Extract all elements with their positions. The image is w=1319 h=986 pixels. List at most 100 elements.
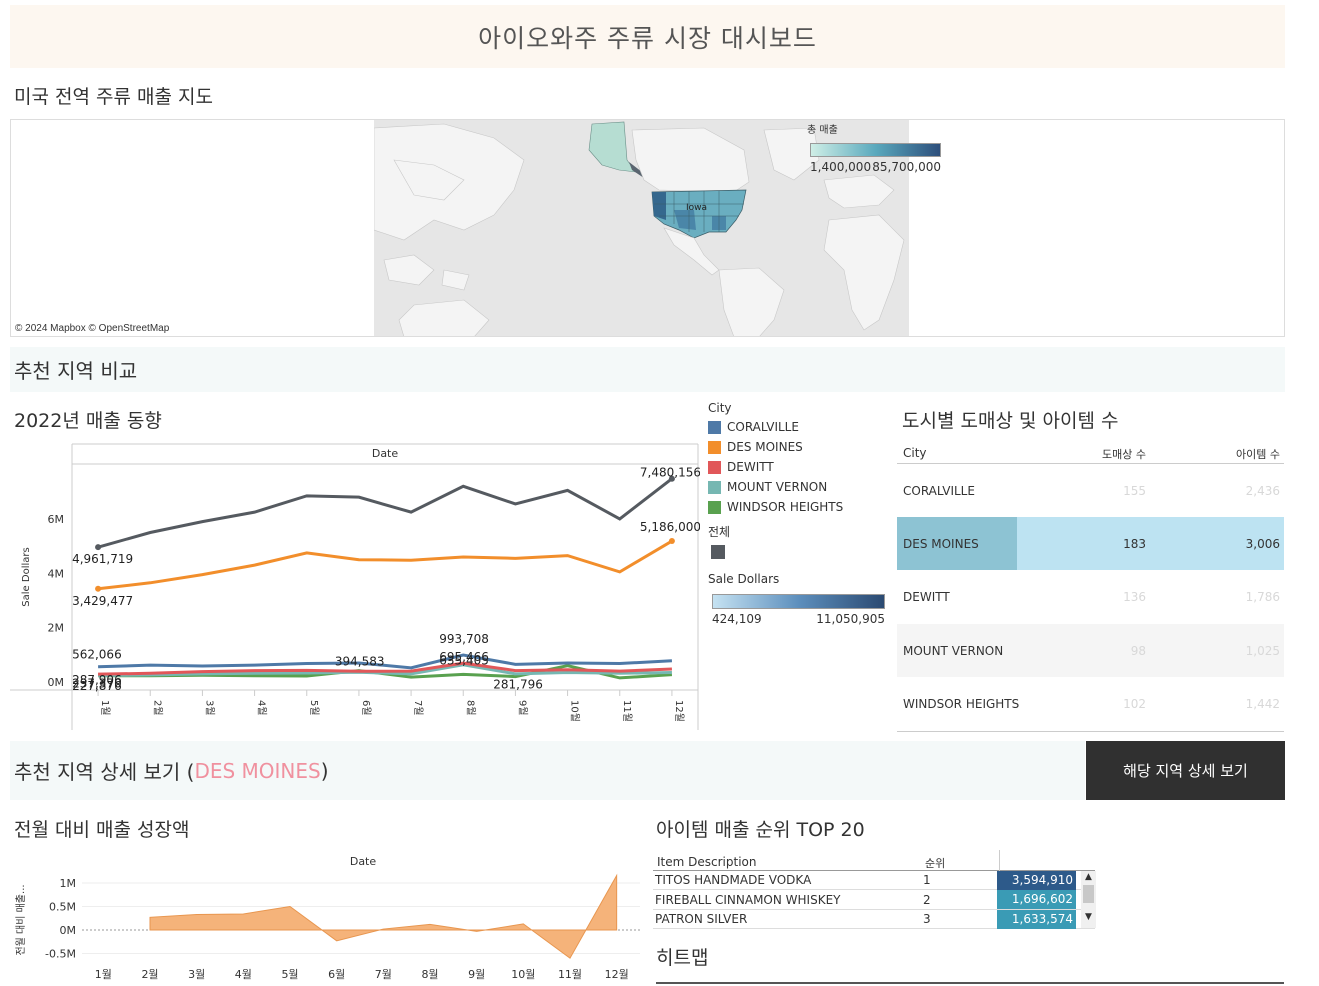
top20-item-cell: TITOS HANDMADE VODKA xyxy=(655,873,812,887)
legend-city-item[interactable]: WINDSOR HEIGHTS xyxy=(708,497,885,517)
trend-data-label: 227,876 xyxy=(72,679,122,693)
legend-city-label: MOUNT VERNON xyxy=(727,480,828,494)
dashboard-title: 아이오와주 주류 시장 대시보드 xyxy=(10,5,1285,68)
trend-data-label: 287,906 xyxy=(72,673,122,687)
top20-sales-cell: 3,594,910 xyxy=(997,870,1076,890)
city-table-row[interactable]: DEWITT 136 1,786 xyxy=(897,570,1284,624)
heatmap-top-border xyxy=(656,982,1284,984)
top20-row[interactable]: FIREBALL CINNAMON WHISKEY 2 1,696,602 xyxy=(653,890,1095,910)
growth-ytick: -0.5M xyxy=(45,948,76,961)
trend-endpoint[interactable] xyxy=(95,544,102,551)
trend-endpoint[interactable] xyxy=(668,475,675,482)
trend-data-label: 281,796 xyxy=(493,677,543,691)
wholesaler-count-cell: 136 xyxy=(1123,590,1146,605)
legend-sales-gradient xyxy=(712,594,885,609)
top20-row[interactable]: PATRON SILVER 3 1,633,574 xyxy=(653,909,1095,929)
city-table-header-city: City xyxy=(903,446,927,460)
item-count-cell: 2,436 xyxy=(1245,483,1280,498)
trend-xtick: 3월 xyxy=(203,700,215,716)
city-table-row[interactable]: MOUNT VERNON 98 1,025 xyxy=(897,624,1284,678)
legend-city-item[interactable]: CORALVILLE xyxy=(708,417,885,437)
city-table-row[interactable]: DES MOINES 183 3,006 xyxy=(897,517,1284,571)
trend-ylabel: Sale Dollars xyxy=(21,547,32,606)
growth-area-shape[interactable] xyxy=(149,873,618,959)
us-sales-map[interactable]: Iowa 총 매출 1,400,000 85,700,000 © 2024 Ma… xyxy=(10,119,1285,337)
legend-city-title: City xyxy=(708,401,732,415)
city-table[interactable]: City 도매상 수 아이템 수 CORALVILLE 155 2,436 DES M… xyxy=(897,440,1284,732)
legend-sales-title: Sale Dollars xyxy=(708,572,780,586)
city-name-cell: WINDSOR HEIGHTS xyxy=(903,697,1020,712)
scroll-thumb[interactable] xyxy=(1083,885,1094,903)
trend-ytick: 2M xyxy=(48,622,65,635)
trend-date-header: Date xyxy=(372,447,399,460)
top20-sales-cell: 1,633,574 xyxy=(997,909,1076,929)
view-region-detail-button[interactable]: 해당 지역 상세 보기 xyxy=(1086,741,1285,800)
city-table-heading: 도시별 도매상 및 아이템 수 xyxy=(902,410,1119,432)
trend-line-전체[interactable] xyxy=(97,477,673,549)
trend-xtick: 10월 xyxy=(569,700,581,722)
map-legend-max: 85,700,000 xyxy=(872,160,941,174)
trend-line-dewitt[interactable] xyxy=(98,661,672,676)
region-compare-heading: 추천 지역 비교 xyxy=(10,347,1285,392)
growth-xtick: 6월 xyxy=(328,968,345,981)
trend-endpoint[interactable] xyxy=(95,585,102,592)
trend-data-label: 7,480,156 xyxy=(640,466,700,480)
top20-table[interactable]: Item Description 순위 TITOS HANDMADE VODKA… xyxy=(653,850,1098,930)
map-legend-min: 1,400,000 xyxy=(810,160,872,174)
growth-xtick: 8월 xyxy=(421,968,438,981)
map-legend-gradient xyxy=(810,143,941,157)
top20-heading: 아이템 매출 순위 TOP 20 xyxy=(656,819,865,841)
trend-xtick: 6월 xyxy=(360,700,372,716)
trend-heading: 2022년 매출 동향 xyxy=(14,410,162,432)
legend-city-item[interactable]: DES MOINES xyxy=(708,437,885,457)
sales-trend-chart[interactable]: Date Sale Dollars 0M 2M 4M 6M 1월 2월 3월 4월 5월 6월 7월… xyxy=(10,440,700,732)
top20-header: Item Description 순위 xyxy=(653,850,1095,871)
item-count-cell: 1,786 xyxy=(1245,590,1280,605)
top20-scrollbar[interactable]: ▲ ▼ xyxy=(1081,871,1096,928)
trend-data-label: 394,583 xyxy=(335,654,385,668)
map-copyright: © 2024 Mapbox © OpenStreetMap xyxy=(15,323,170,334)
legend-city-label: DEWITT xyxy=(727,460,774,474)
growth-xtick: 4월 xyxy=(235,968,252,981)
city-table-row[interactable]: WINDSOR HEIGHTS 102 1,442 xyxy=(897,677,1284,731)
trend-xtick: 8월 xyxy=(464,700,476,716)
legend-city-swatch xyxy=(708,440,721,454)
legend-sales-max: 11,050,905 xyxy=(816,612,885,626)
detail-heading: 추천 지역 상세 보기 (DES MOINES) xyxy=(10,741,1085,800)
legend-city-swatch xyxy=(708,480,721,494)
growth-xtick: 1월 xyxy=(95,968,112,981)
item-count-cell: 1,025 xyxy=(1245,643,1280,658)
city-name-cell: DES MOINES xyxy=(903,536,979,551)
trend-xtick: 11월 xyxy=(621,700,633,722)
trend-xtick: 7월 xyxy=(412,700,424,716)
top20-row[interactable]: TITOS HANDMADE VODKA 1 3,594,910 xyxy=(653,870,1095,890)
detail-heading-city: DES MOINES xyxy=(194,758,321,783)
legend-city-label: DES MOINES xyxy=(727,440,803,454)
growth-heading: 전월 대비 매출 성장액 xyxy=(14,819,190,841)
city-name-cell: CORALVILLE xyxy=(903,483,975,498)
trend-data-label: 5,186,000 xyxy=(640,520,700,534)
item-count-cell: 3,006 xyxy=(1245,536,1280,551)
legend-total-swatch xyxy=(711,545,725,559)
scroll-up-icon[interactable]: ▲ xyxy=(1085,872,1092,882)
trend-data-label: 635,405 xyxy=(439,654,489,668)
growth-chart[interactable]: Date 전월 대비 매출... 1M 0.5M 0M -0.5M 1월 2월 3월 4월 5월… xyxy=(10,850,640,986)
legend-city-label: WINDSOR HEIGHTS xyxy=(727,500,844,514)
city-table-row[interactable]: CORALVILLE 155 2,436 xyxy=(897,464,1284,517)
legend-city-item[interactable]: DEWITT xyxy=(708,457,885,477)
trend-data-label: 4,961,719 xyxy=(72,552,133,566)
growth-xtick: 7월 xyxy=(375,968,392,981)
top20-header-item: Item Description xyxy=(657,855,757,869)
trend-line-des-moines[interactable] xyxy=(97,539,673,591)
city-name-cell: DEWITT xyxy=(903,590,950,605)
trend-line-mount-vernon[interactable] xyxy=(98,663,672,678)
trend-endpoint[interactable] xyxy=(668,538,675,545)
top20-rank-cell: 2 xyxy=(923,892,931,907)
trend-line-coralville[interactable] xyxy=(98,653,672,670)
legend-city-swatch xyxy=(708,420,721,434)
growth-xtick: 11월 xyxy=(558,968,582,981)
scroll-down-icon[interactable]: ▼ xyxy=(1085,912,1092,922)
growth-ylabel: 전월 대비 매출... xyxy=(15,884,27,955)
wholesaler-count-cell: 102 xyxy=(1123,697,1146,712)
legend-city-item[interactable]: MOUNT VERNON xyxy=(708,477,885,497)
